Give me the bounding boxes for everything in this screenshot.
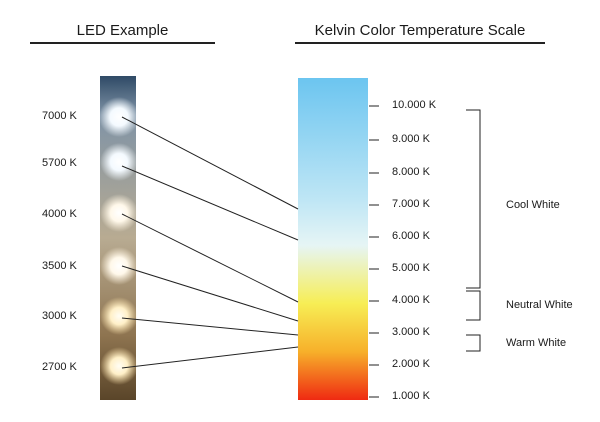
neutral-white-bracket xyxy=(466,290,481,321)
connector-3000 xyxy=(121,317,299,336)
connector-2700 xyxy=(121,346,299,369)
scale-label-8000: 8.000 K xyxy=(392,166,430,178)
warm-white-label: Warm White xyxy=(506,337,567,349)
connector-5700 xyxy=(121,165,299,241)
led-label-7000: 7000 K xyxy=(42,110,77,122)
kelvin-scale-bar xyxy=(298,78,368,400)
led-light-2700 xyxy=(100,347,138,385)
scale-label-1000: 1.000 K xyxy=(392,390,430,402)
scale-label-6000: 6.000 K xyxy=(392,230,430,242)
neutral-white-label: Neutral White xyxy=(506,299,573,311)
scale-label-2000: 2.000 K xyxy=(392,358,430,370)
connector-7000 xyxy=(121,116,299,210)
scale-label-10000: 10.000 K xyxy=(392,99,437,111)
scale-label-3000: 3.000 K xyxy=(392,326,430,338)
connector-4000 xyxy=(121,213,299,303)
scale-label-5000: 5.000 K xyxy=(392,262,430,274)
group-brackets xyxy=(466,109,481,352)
led-light-3000 xyxy=(100,297,138,335)
led-label-4000: 4000 K xyxy=(42,208,77,220)
cool-white-bracket xyxy=(466,109,481,289)
scale-label-7000: 7.000 K xyxy=(392,198,430,210)
connector-3500 xyxy=(121,265,299,322)
led-lights xyxy=(99,97,139,385)
scale-ticks xyxy=(369,105,379,398)
kelvin-scale-heading: Kelvin Color Temperature Scale xyxy=(295,22,545,44)
led-label-3500: 3500 K xyxy=(42,260,77,272)
led-label-5700: 5700 K xyxy=(42,157,77,169)
cool-white-label: Cool White xyxy=(506,199,560,211)
led-label-3000: 3000 K xyxy=(42,310,77,322)
led-light-4000 xyxy=(100,194,138,232)
led-label-2700: 2700 K xyxy=(42,361,77,373)
led-light-5700 xyxy=(100,143,138,181)
led-example-heading: LED Example xyxy=(30,22,215,44)
connector-lines xyxy=(121,116,299,369)
scale-label-9000: 9.000 K xyxy=(392,133,430,145)
led-light-3500 xyxy=(100,247,138,285)
scale-label-4000: 4.000 K xyxy=(392,294,430,306)
led-light-7000 xyxy=(99,97,139,137)
warm-white-bracket xyxy=(466,334,481,352)
